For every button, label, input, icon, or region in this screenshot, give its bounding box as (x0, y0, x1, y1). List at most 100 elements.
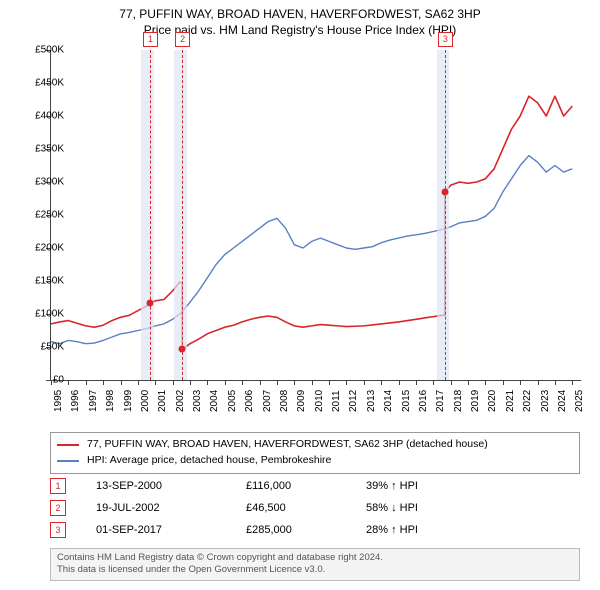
sales-list: 113-SEP-2000£116,00039% ↑ HPI 2 19-JUL-200… (50, 478, 580, 544)
x-tick-mark (312, 380, 313, 385)
event-band (174, 50, 186, 380)
title-line-2: Price paid vs. HM Land Registry's House … (0, 22, 600, 38)
legend-label: 77, PUFFIN WAY, BROAD HAVEN, HAVERFORDWE… (87, 437, 488, 453)
x-tick-mark (277, 380, 278, 385)
x-tick-mark (173, 380, 174, 385)
x-tick-mark (329, 380, 330, 385)
x-tick-mark (555, 380, 556, 385)
x-tick-label: 2021 (505, 390, 516, 412)
x-tick-label: 2017 (435, 390, 446, 412)
y-tick-label: £300K (35, 177, 64, 188)
x-tick-mark (103, 380, 104, 385)
x-tick-mark (451, 380, 452, 385)
x-tick-mark (433, 380, 434, 385)
x-tick-mark (260, 380, 261, 385)
x-tick-label: 2008 (279, 390, 290, 412)
x-tick-mark (520, 380, 521, 385)
y-tick-label: £50K (41, 342, 64, 353)
y-tick-label: £350K (35, 144, 64, 155)
sale-price: £46,500 (246, 502, 366, 514)
x-tick-label: 2003 (192, 390, 203, 412)
x-tick-label: 1999 (123, 390, 134, 412)
x-tick-mark (364, 380, 365, 385)
x-tick-mark (416, 380, 417, 385)
x-tick-label: 1998 (105, 390, 116, 412)
figure: 77, PUFFIN WAY, BROAD HAVEN, HAVERFORDWE… (0, 0, 600, 590)
footer-line-2: This data is licensed under the Open Gov… (57, 564, 573, 576)
y-tick-label: £450K (35, 78, 64, 89)
legend-swatch (57, 444, 79, 446)
sale-delta: 58% ↓ HPI (366, 502, 418, 514)
x-tick-label: 2011 (331, 390, 342, 412)
x-tick-label: 2024 (557, 390, 568, 412)
x-tick-mark (399, 380, 400, 385)
event-vline (150, 50, 151, 380)
event-band (141, 50, 153, 380)
chart-area: 123 (50, 50, 581, 381)
x-tick-label: 2023 (540, 390, 551, 412)
x-tick-label: 2019 (470, 390, 481, 412)
x-tick-mark (225, 380, 226, 385)
sale-date: 01-SEP-2017 (96, 524, 246, 536)
x-tick-label: 2005 (227, 390, 238, 412)
sale-badge: 3 (50, 522, 66, 538)
x-tick-mark (538, 380, 539, 385)
event-band (437, 50, 449, 380)
x-tick-label: 2018 (453, 390, 464, 412)
x-tick-mark (572, 380, 573, 385)
event-badge: 1 (143, 32, 158, 47)
series-svg (51, 50, 581, 380)
x-tick-mark (121, 380, 122, 385)
y-tick-label: £500K (35, 45, 64, 56)
x-tick-label: 2000 (140, 390, 151, 412)
x-tick-mark (86, 380, 87, 385)
event-vline (182, 50, 183, 380)
x-tick-label: 2006 (244, 390, 255, 412)
y-tick-label: £0 (53, 375, 64, 386)
x-tick-mark (51, 380, 52, 385)
x-tick-label: 2022 (522, 390, 533, 412)
x-tick-mark (503, 380, 504, 385)
sale-price: £116,000 (246, 480, 366, 492)
x-tick-label: 2009 (296, 390, 307, 412)
y-tick-label: £250K (35, 210, 64, 221)
sale-row: 2 19-JUL-2002£46,50058% ↓ HPI (50, 500, 580, 516)
x-tick-mark (294, 380, 295, 385)
x-tick-label: 1996 (70, 390, 81, 412)
x-tick-mark (138, 380, 139, 385)
legend-item-hpi: HPI: Average price, detached house, Pemb… (57, 453, 573, 469)
x-tick-label: 2015 (401, 390, 412, 412)
x-tick-mark (468, 380, 469, 385)
x-tick-label: 2020 (487, 390, 498, 412)
sale-marker-dot (147, 300, 154, 307)
x-tick-label: 2004 (209, 390, 220, 412)
x-tick-mark (190, 380, 191, 385)
x-tick-label: 2001 (157, 390, 168, 412)
x-tick-mark (242, 380, 243, 385)
legend: 77, PUFFIN WAY, BROAD HAVEN, HAVERFORDWE… (50, 432, 580, 474)
legend-label: HPI: Average price, detached house, Pemb… (87, 453, 331, 469)
sale-date: 13-SEP-2000 (96, 480, 246, 492)
sale-marker-dot (441, 188, 448, 195)
sale-delta: 28% ↑ HPI (366, 524, 418, 536)
x-tick-label: 1997 (88, 390, 99, 412)
title-line-1: 77, PUFFIN WAY, BROAD HAVEN, HAVERFORDWE… (0, 6, 600, 22)
x-tick-label: 1995 (53, 390, 64, 412)
x-tick-mark (346, 380, 347, 385)
y-tick-label: £200K (35, 243, 64, 254)
x-tick-label: 2010 (314, 390, 325, 412)
event-badge: 2 (175, 32, 190, 47)
footer: Contains HM Land Registry data © Crown c… (50, 548, 580, 581)
y-tick-label: £150K (35, 276, 64, 287)
sale-row: 113-SEP-2000£116,00039% ↑ HPI (50, 478, 580, 494)
sale-badge: 2 (50, 500, 66, 516)
sale-marker-dot (179, 346, 186, 353)
x-tick-label: 2012 (348, 390, 359, 412)
x-tick-mark (207, 380, 208, 385)
y-tick-label: £400K (35, 111, 64, 122)
x-tick-label: 2002 (175, 390, 186, 412)
sale-date: 19-JUL-2002 (96, 502, 246, 514)
sale-price: £285,000 (246, 524, 366, 536)
sale-delta: 39% ↑ HPI (366, 480, 418, 492)
x-tick-label: 2013 (366, 390, 377, 412)
